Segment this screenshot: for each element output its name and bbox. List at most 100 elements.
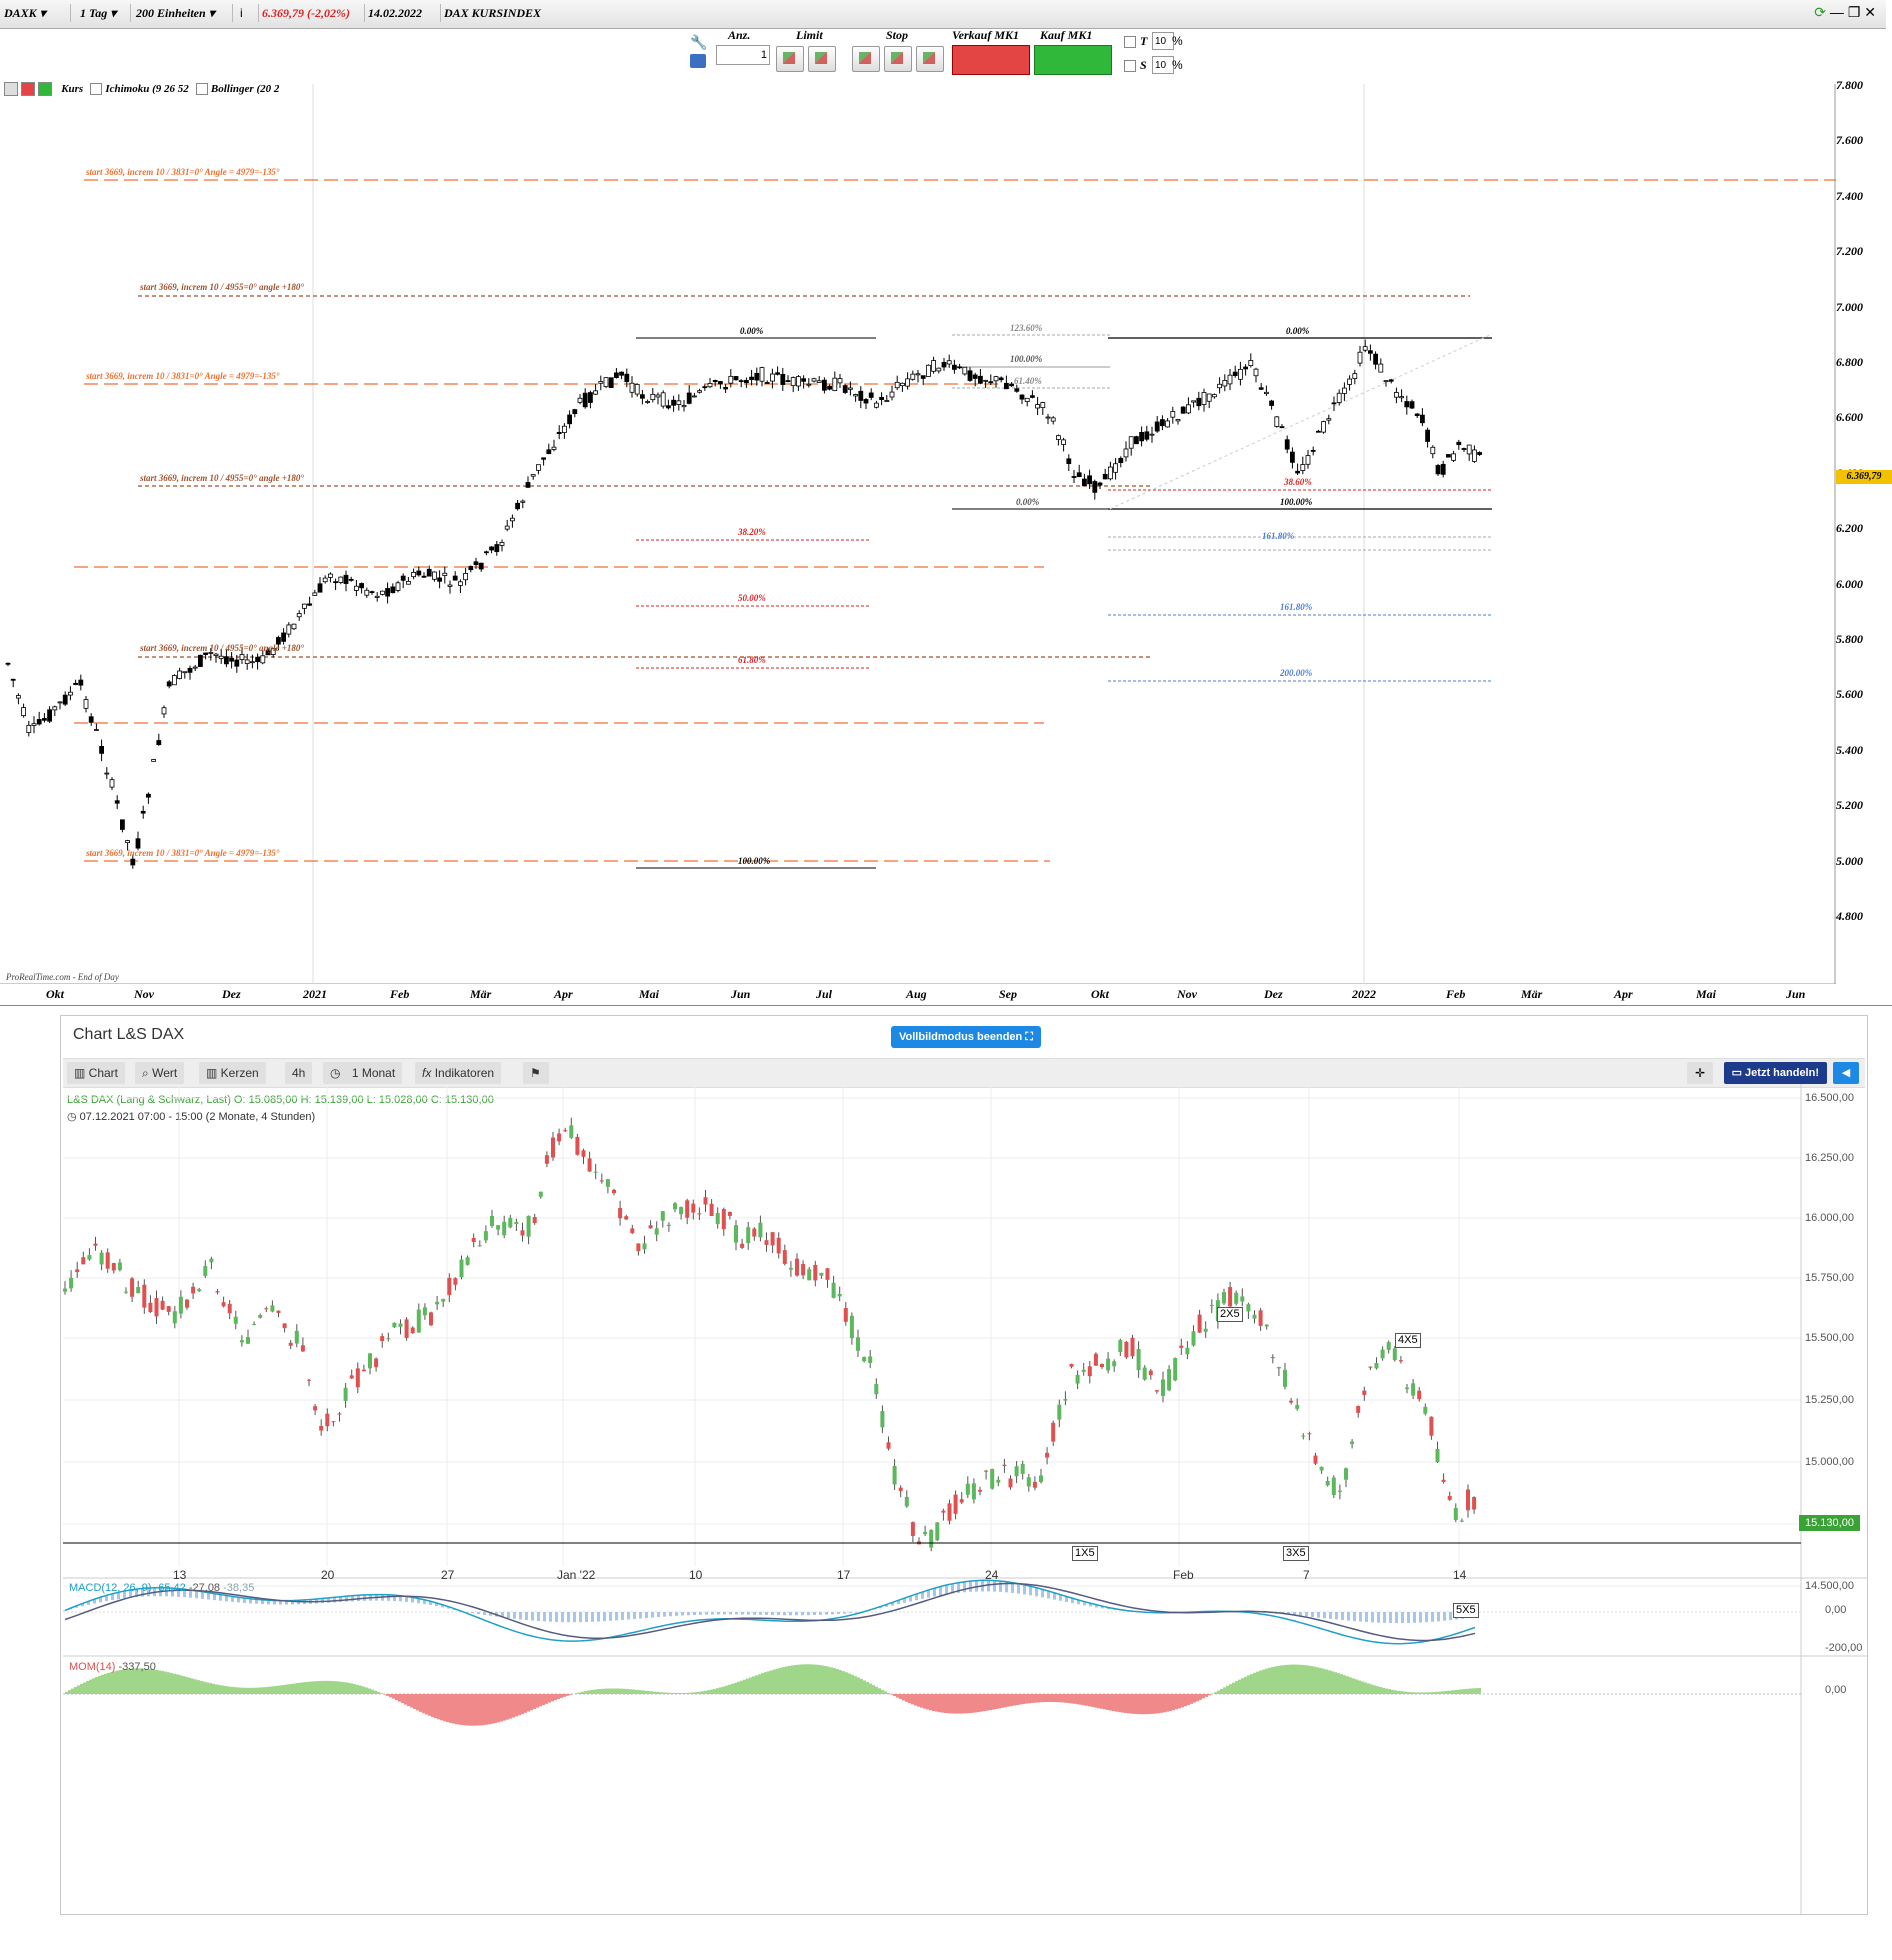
candle-body bbox=[636, 1243, 641, 1252]
interval-selector[interactable]: 1 Tag ▾ bbox=[76, 4, 131, 22]
annotation-line bbox=[1109, 333, 1493, 510]
symbol-selector[interactable]: DAXK ▾ bbox=[0, 4, 71, 22]
candle-body bbox=[806, 383, 812, 386]
indicators-button[interactable]: fx Indikatoren bbox=[415, 1062, 502, 1084]
momentum-bar bbox=[167, 1672, 170, 1694]
candle-body bbox=[648, 1225, 653, 1229]
search-value-button[interactable]: ⌕ Wert bbox=[135, 1062, 185, 1084]
keypad-icon[interactable] bbox=[690, 54, 706, 68]
momentum-bar bbox=[1334, 1672, 1337, 1694]
indicator-ichimoku[interactable]: Ichimoku (9 26 52 bbox=[105, 82, 189, 95]
momentum-bar bbox=[293, 1683, 296, 1694]
exit-fullscreen-label: Vollbildmodus beenden bbox=[899, 1031, 1023, 1043]
candle-body bbox=[203, 1266, 208, 1276]
t-checkbox[interactable] bbox=[1124, 36, 1136, 48]
trade-now-button[interactable]: ▭ Jetzt handeln! bbox=[1723, 1062, 1827, 1084]
candle-body bbox=[1185, 1347, 1190, 1355]
macd-histogram-bar bbox=[177, 1588, 180, 1597]
stop-sell-button[interactable] bbox=[884, 46, 912, 72]
wave-label-1: 1X5 bbox=[1072, 1546, 1098, 1561]
momentum-bar bbox=[809, 1664, 812, 1694]
momentum-bar bbox=[257, 1687, 260, 1694]
refresh-icon[interactable]: ⟳ bbox=[1814, 4, 1827, 20]
limit-sell-button[interactable] bbox=[808, 46, 836, 72]
indicator-kurs[interactable]: Kurs bbox=[61, 82, 84, 95]
momentum-bar bbox=[764, 1672, 767, 1694]
crosshair-icon[interactable]: ✛ bbox=[1687, 1062, 1713, 1084]
momentum-bar bbox=[1436, 1691, 1439, 1694]
sell-market-button[interactable] bbox=[952, 45, 1030, 75]
momentum-bar bbox=[1418, 1692, 1421, 1694]
candle-body bbox=[166, 1306, 171, 1312]
buy-market-button[interactable] bbox=[1034, 45, 1112, 75]
ls-time-tick: 14 bbox=[1453, 1568, 1467, 1582]
momentum-bar bbox=[557, 1694, 560, 1700]
candle-body bbox=[317, 583, 323, 593]
momentum-bar bbox=[326, 1680, 329, 1694]
momentum-bar bbox=[1097, 1694, 1100, 1709]
candle-body bbox=[697, 1213, 702, 1215]
quantity-input[interactable] bbox=[716, 45, 770, 65]
candle-body bbox=[87, 1255, 92, 1260]
candle-body bbox=[494, 544, 500, 553]
candles-button[interactable]: ▥ Kerzen bbox=[199, 1062, 266, 1084]
s-input[interactable] bbox=[1152, 56, 1174, 74]
momentum-bar bbox=[1388, 1689, 1391, 1694]
indicator-bollinger[interactable]: Bollinger (20 2 bbox=[210, 82, 280, 95]
candle-body bbox=[640, 394, 645, 399]
candle-body bbox=[130, 1278, 135, 1297]
macd-histogram-bar bbox=[891, 1602, 894, 1606]
candle-body bbox=[249, 661, 255, 664]
stop-buy-button[interactable] bbox=[852, 46, 880, 72]
momentum-bar bbox=[932, 1694, 935, 1712]
price-chart-area[interactable]: start 3669, increm 10 / 3831=0° Angle = … bbox=[0, 84, 1836, 984]
momentum-bar bbox=[611, 1688, 614, 1694]
minimize-icon[interactable]: — bbox=[1829, 4, 1844, 20]
candle-body bbox=[380, 1336, 385, 1342]
limit-buy-button[interactable] bbox=[776, 46, 804, 72]
momentum-bar bbox=[884, 1691, 887, 1694]
collapse-arrow-icon[interactable]: ◀ bbox=[1833, 1062, 1859, 1084]
bookmark-icon[interactable]: ⚑ bbox=[523, 1062, 549, 1084]
candle-body bbox=[1191, 400, 1196, 403]
restore-icon[interactable]: ❐ bbox=[1847, 4, 1861, 20]
candle-body bbox=[1347, 378, 1352, 385]
macd-histogram-bar bbox=[627, 1612, 630, 1620]
stop-both-button[interactable] bbox=[916, 46, 944, 72]
wave-label-2: 2X5 bbox=[1217, 1307, 1243, 1322]
ls-chart-area[interactable] bbox=[61, 1016, 1867, 1914]
macd-histogram-bar bbox=[1335, 1612, 1338, 1620]
interval-4h-button[interactable]: 4h bbox=[285, 1062, 313, 1084]
bollinger-checkbox[interactable] bbox=[195, 83, 208, 95]
add-icon[interactable] bbox=[38, 82, 53, 96]
candle-body bbox=[538, 1191, 543, 1197]
wrench-icon[interactable]: 🔧 bbox=[690, 34, 708, 50]
chart-button[interactable]: ▥ Chart bbox=[67, 1062, 126, 1084]
time-tick: Feb bbox=[390, 987, 410, 1001]
annotation-text: start 3669, increm 10 / 3831=0° Angle = … bbox=[85, 371, 280, 381]
close-icon[interactable]: ✕ bbox=[1864, 4, 1876, 20]
momentum-bar bbox=[374, 1690, 377, 1694]
units-selector[interactable]: 200 Einheiten ▾ bbox=[132, 4, 233, 22]
info-icon[interactable]: i bbox=[236, 4, 259, 22]
candle-body bbox=[1209, 1304, 1214, 1306]
candle-body bbox=[1269, 400, 1274, 406]
macd-histogram-bar bbox=[189, 1590, 192, 1598]
remove-icon[interactable] bbox=[21, 82, 36, 96]
ichimoku-checkbox[interactable] bbox=[90, 83, 103, 95]
macd-histogram-bar bbox=[243, 1598, 246, 1603]
time-tick: Okt bbox=[1091, 987, 1109, 1001]
exit-fullscreen-button[interactable]: Vollbildmodus beenden ⛶ bbox=[891, 1026, 1042, 1048]
candle-body bbox=[99, 746, 104, 754]
candle-body bbox=[612, 1189, 616, 1194]
candle-body bbox=[281, 632, 287, 642]
layout-icon[interactable] bbox=[4, 82, 18, 96]
macd-histogram-bar bbox=[585, 1612, 588, 1622]
candle-body bbox=[1071, 476, 1077, 478]
range-button[interactable]: ◷ 1 Monat bbox=[323, 1062, 403, 1084]
t-input[interactable] bbox=[1152, 32, 1174, 50]
momentum-bar bbox=[1184, 1694, 1187, 1707]
momentum-bar bbox=[1007, 1694, 1010, 1707]
s-checkbox[interactable] bbox=[1124, 60, 1136, 72]
momentum-bar bbox=[1262, 1669, 1265, 1694]
